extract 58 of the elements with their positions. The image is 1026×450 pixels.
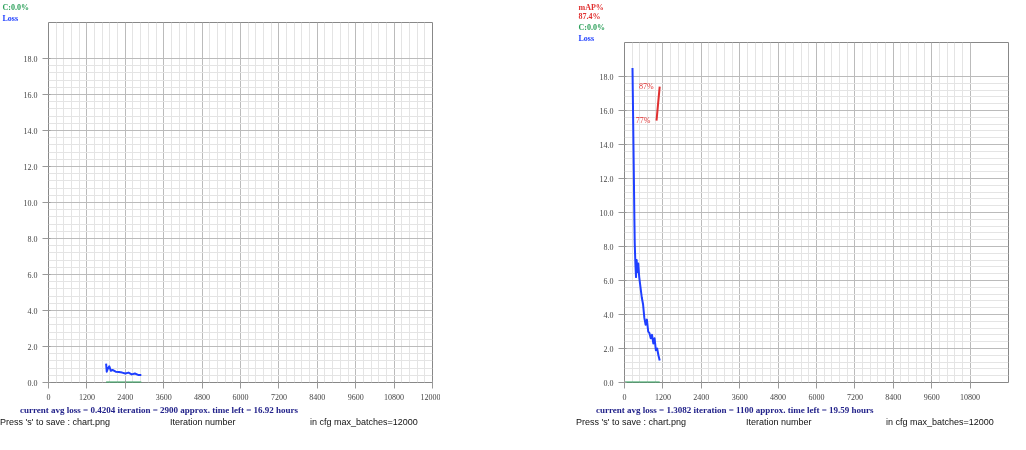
line-series — [631, 67, 661, 362]
x-tick-label: 9600 — [923, 392, 940, 402]
y-tick-label: 0.0 — [27, 378, 38, 388]
y-tick-label: 10.0 — [23, 198, 38, 208]
x-tick-label: 3600 — [155, 392, 172, 402]
x-tick-label: 2400 — [693, 392, 710, 402]
x-tick-label: 1200 — [654, 392, 671, 402]
text: current avg loss = 0.4204 iteration = 2900 approx. time left = 16.92 hours — [20, 404, 299, 417]
text: Loss — [2, 13, 19, 23]
y-tick-label: 8.0 — [27, 234, 38, 244]
text: Press 's' to save : chart.png — [576, 416, 686, 429]
y-tick-label: 16.0 — [23, 90, 38, 100]
y-tick-label: 2.0 — [603, 344, 614, 354]
y-tick-label: 8.0 — [603, 242, 614, 252]
y-tick-label: 16.0 — [599, 106, 614, 116]
x-tick-label: 10800 — [960, 392, 981, 402]
x-tick-label: 1200 — [78, 392, 95, 402]
y-tick-label: 14.0 — [23, 126, 38, 136]
x-tick-label: 0 — [46, 392, 51, 402]
y-tick-label: 10.0 — [599, 208, 614, 218]
x-tick-label: 9600 — [347, 392, 364, 402]
text: Press 's' to save : chart.png — [0, 416, 110, 429]
y-tick-label: 18.0 — [23, 54, 38, 64]
text: current avg loss = 1.3082 iteration = 1100 approx. time left = 19.59 hours — [596, 404, 874, 417]
text: mAP% 87.4% — [578, 2, 604, 21]
text: in cfg max_batches=12000 — [310, 416, 418, 429]
x-tick-label: 12000 — [420, 392, 441, 402]
x-axis-title: Iteration number — [170, 416, 236, 429]
y-tick-label: 0.0 — [603, 378, 614, 388]
y-tick-label: 18.0 — [599, 72, 614, 82]
y-tick-label: 14.0 — [599, 140, 614, 150]
text: Loss — [578, 33, 595, 43]
y-tick-label: 4.0 — [27, 306, 38, 316]
x-tick-label: 8400 — [309, 392, 326, 402]
x-tick-label: 8400 — [885, 392, 902, 402]
data-label: 87% — [639, 82, 655, 92]
x-tick-label: 7200 — [846, 392, 863, 402]
y-tick-label: 4.0 — [603, 310, 614, 320]
x-axis-title: Iteration number — [746, 416, 812, 429]
x-tick-label: 4800 — [770, 392, 787, 402]
y-tick-label: 6.0 — [27, 270, 38, 280]
y-tick-label: 12.0 — [599, 174, 614, 184]
text: C:0.0% — [578, 22, 605, 32]
x-tick-label: 2400 — [117, 392, 134, 402]
x-tick-label: 0 — [622, 392, 627, 402]
x-tick-label: 4800 — [194, 392, 211, 402]
data-label: 77% — [635, 116, 651, 126]
x-tick-label: 7200 — [270, 392, 287, 402]
x-tick-label: 3600 — [731, 392, 748, 402]
line-series — [105, 362, 143, 376]
y-tick-label: 12.0 — [23, 162, 38, 172]
y-tick-label: 6.0 — [603, 276, 614, 286]
x-tick-label: 10800 — [384, 392, 405, 402]
y-tick-label: 2.0 — [27, 342, 38, 352]
text: C:0.0% — [2, 2, 29, 12]
x-tick-label: 6000 — [232, 392, 249, 402]
text: in cfg max_batches=12000 — [886, 416, 994, 429]
x-tick-label: 6000 — [808, 392, 825, 402]
